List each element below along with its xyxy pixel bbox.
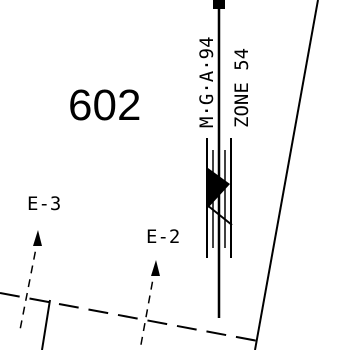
easement-line-e2 (139, 267, 156, 350)
easement-line-e3 (19, 237, 39, 331)
north-arrow-diagonal (206, 204, 233, 226)
datum-label-mga: M·G·A·94 (196, 36, 218, 128)
north-arrow-head-icon (208, 168, 230, 208)
lot-number-label: 602 (68, 81, 141, 130)
arrow-head-e3-icon (33, 230, 42, 246)
dashed-boundary-line (0, 292, 259, 342)
easement-tick-e3 (41, 299, 51, 350)
arrow-head-e2-icon (151, 260, 160, 276)
north-arrow-tip-icon (213, 0, 225, 9)
datum-label-zone: ZONE 54 (231, 48, 253, 128)
lot-boundary-line (254, 0, 319, 350)
easement-label-e2: E-2 (146, 226, 180, 248)
easement-label-e3: E-3 (27, 193, 61, 215)
